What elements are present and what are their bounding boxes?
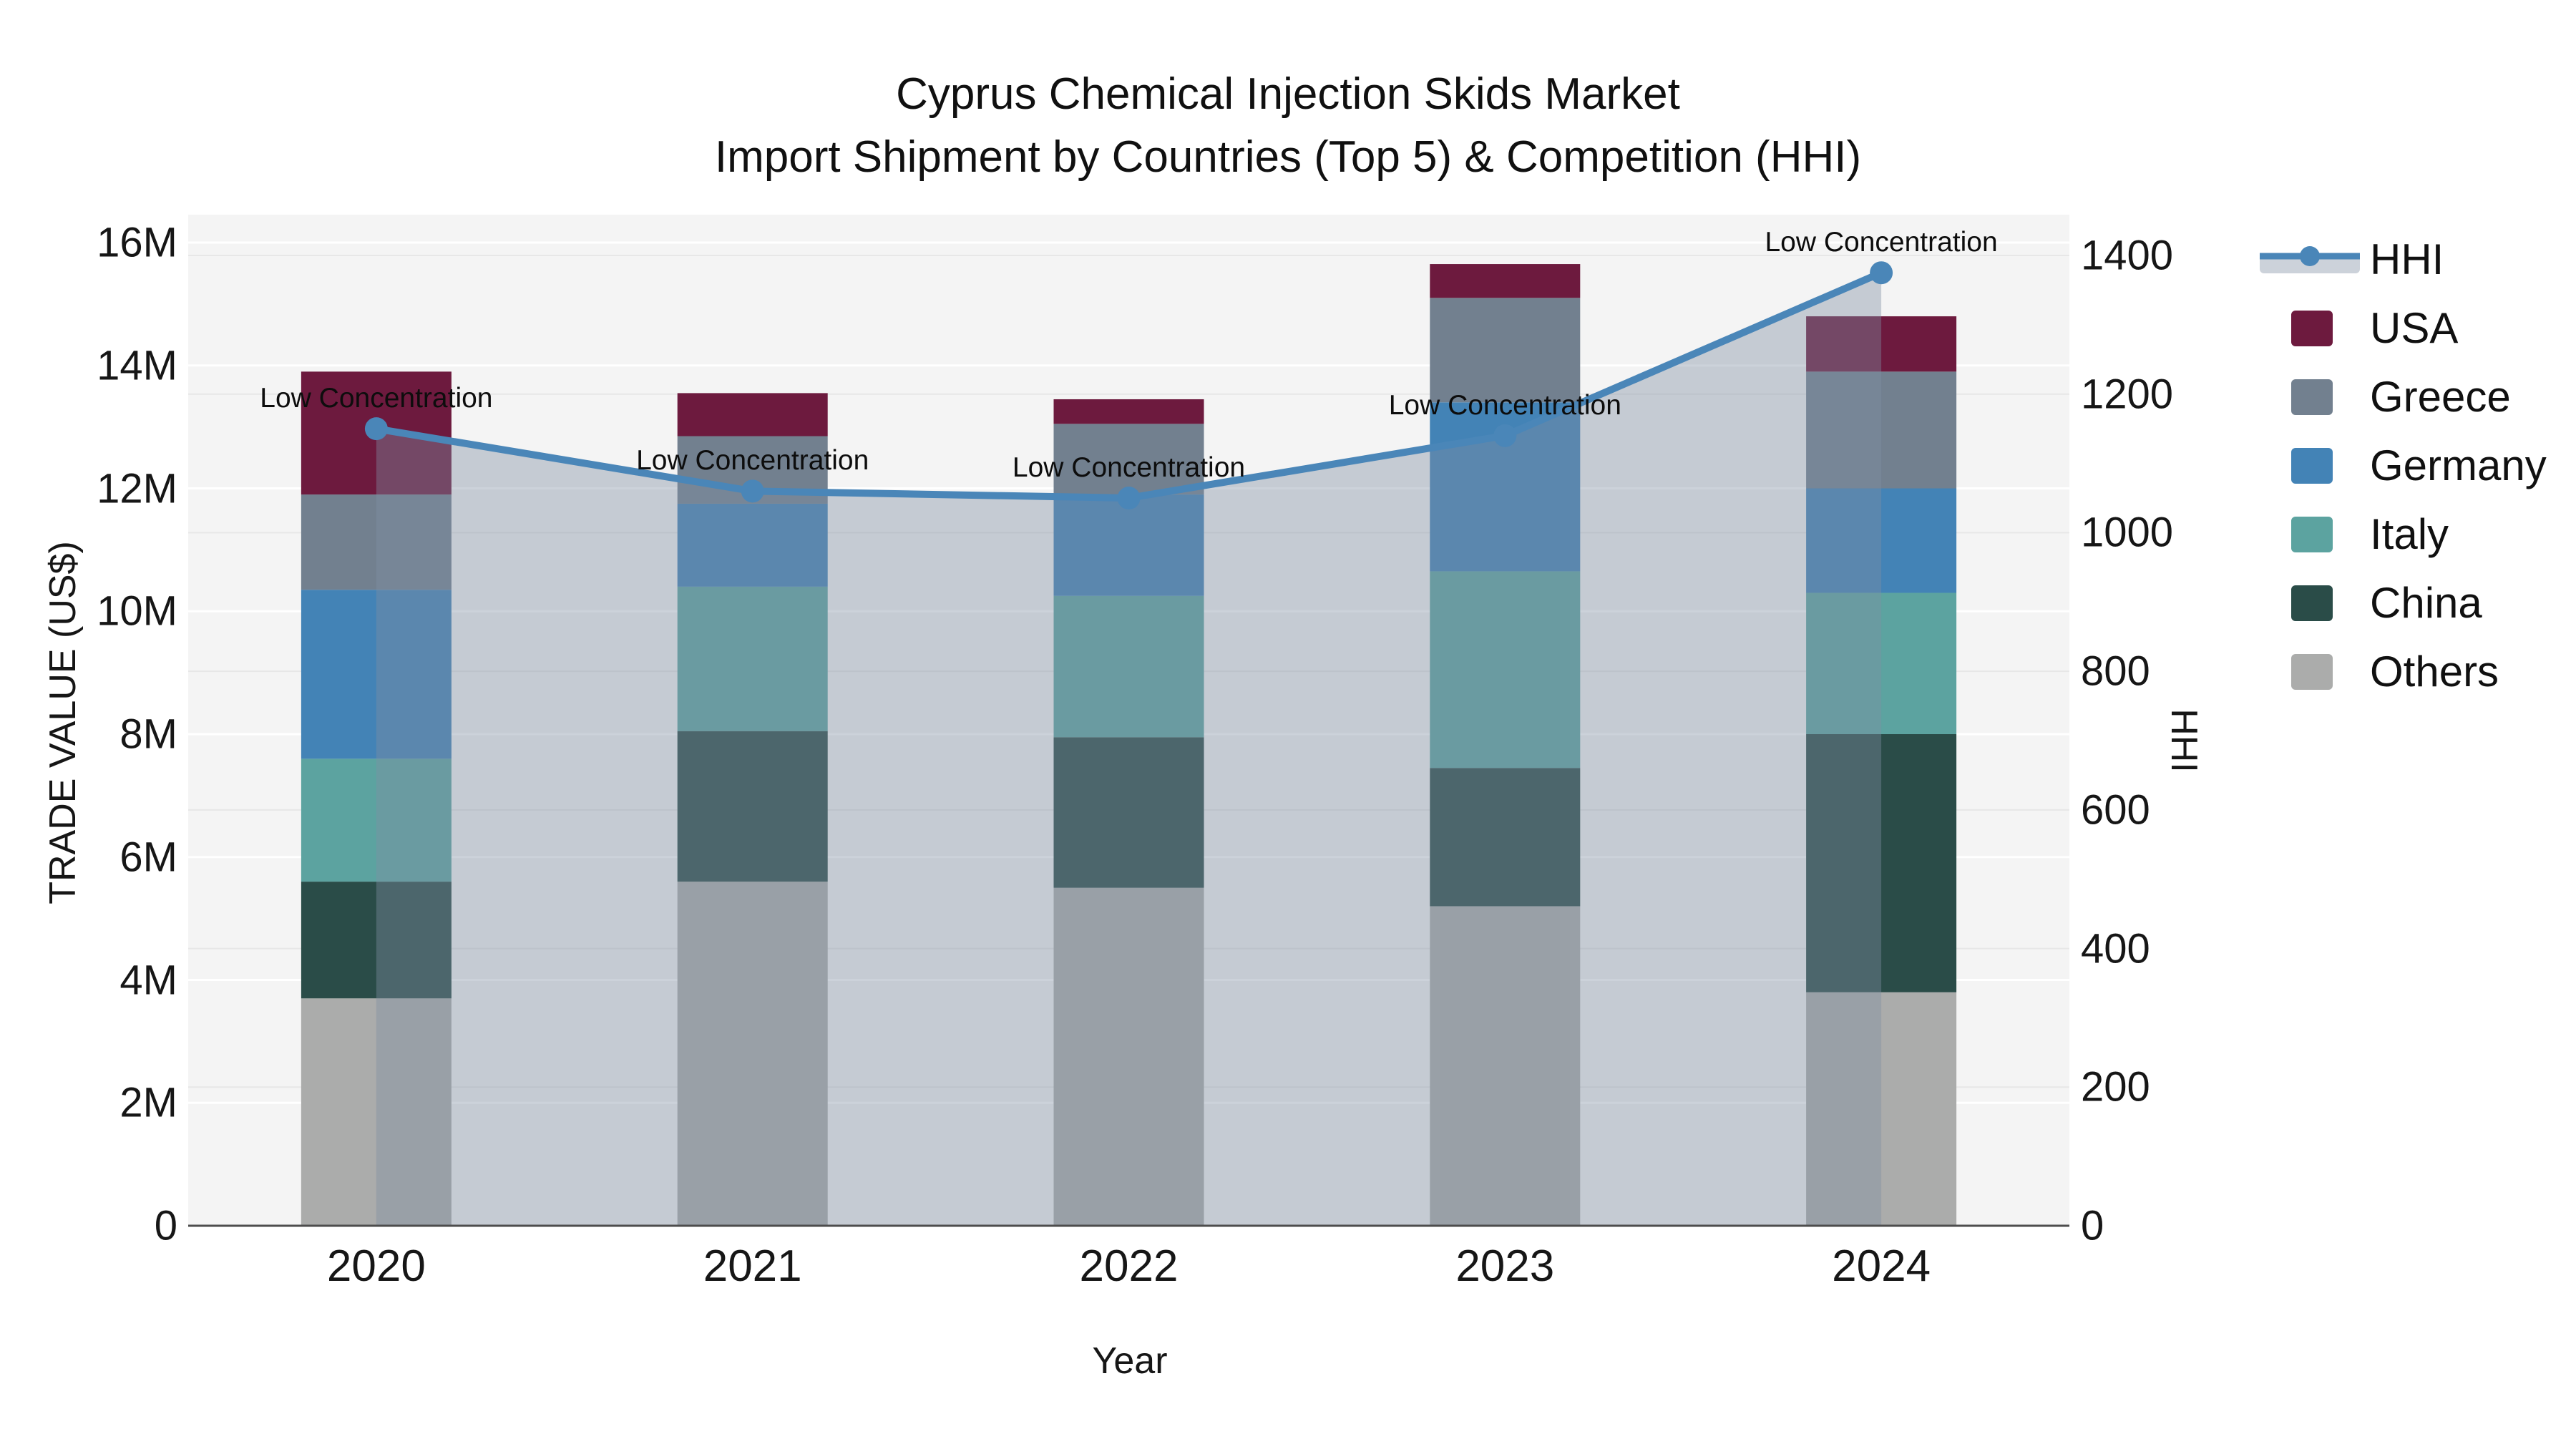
x-axis-title: Year [1092,1340,1168,1382]
left-axis-tick-0: 0 [154,1202,177,1249]
bar-segment-greece-2020[interactable] [301,494,452,590]
bar-segment-germany-2022[interactable] [1053,494,1204,596]
bar-segment-usa-2024[interactable] [1806,316,1957,372]
x-axis-tick-2023: 2023 [1455,1241,1555,1291]
annotation-2023: Low Concentration [1388,389,1621,421]
legend-label-germany: Germany [2370,441,2547,489]
right-axis-tick-200: 200 [2081,1063,2150,1111]
legend-item-china[interactable]: China [2254,580,2569,627]
hhi-line-icon [2260,242,2360,278]
bar-segment-usa-2023[interactable] [1430,264,1581,298]
bar-segment-italy-2021[interactable] [677,586,828,731]
legend-swatch-greece [2291,379,2333,415]
legend-label-hhi: HHI [2370,235,2444,283]
bar-segment-china-2022[interactable] [1053,737,1204,888]
legend-label-italy: Italy [2370,510,2449,558]
bar-segment-italy-2024[interactable] [1806,592,1957,734]
legend-swatch-china [2291,585,2333,621]
legend-swatch-others [2291,654,2333,690]
right-axis-title: HHI [2163,708,2205,773]
right-axis-tick-1000: 1000 [2081,509,2174,556]
hhi-marker-2021[interactable] [741,479,764,503]
legend-label-greece: Greece [2370,373,2511,421]
bar-segment-china-2021[interactable] [677,731,828,882]
legend-label-usa: USA [2370,304,2459,352]
left-axis-tick-10M: 10M [97,587,177,635]
left-axis-tick-16M: 16M [97,219,177,266]
legend-item-italy[interactable]: Italy [2254,511,2569,558]
left-axis-tick-2M: 2M [119,1079,177,1126]
x-axis-tick-2024: 2024 [1832,1241,1931,1291]
annotation-2022: Low Concentration [1012,452,1246,483]
legend-item-hhi[interactable]: HHI [2254,236,2569,283]
bar-segment-greece-2023[interactable] [1430,298,1581,403]
hhi-marker-2022[interactable] [1117,487,1141,509]
right-axis-tick-400: 400 [2081,925,2150,972]
chart-title-line2: Import Shipment by Countries (Top 5) & C… [714,132,1862,182]
left-axis-tick-14M: 14M [97,342,177,389]
left-axis-tick-4M: 4M [119,957,177,1003]
bar-segment-italy-2020[interactable] [301,758,452,882]
left-axis-tick-6M: 6M [119,834,177,881]
right-axis-tick-1400: 1400 [2081,232,2174,279]
legend-swatch-germany [2291,448,2333,484]
legend-label-others: Others [2370,648,2499,696]
legend-item-others[interactable]: Others [2254,648,2569,696]
bar-segment-italy-2023[interactable] [1430,571,1581,769]
annotation-2021: Low Concentration [636,445,869,477]
bar-segment-others-2024[interactable] [1806,992,1957,1226]
legend-item-greece[interactable]: Greece [2254,374,2569,421]
hhi-marker-2024[interactable] [1870,261,1893,285]
bar-segment-greece-2024[interactable] [1806,371,1957,489]
hhi-area-fill [376,273,1882,1226]
hhi-marker-2020[interactable] [364,417,388,441]
legend-swatch-italy [2291,517,2333,552]
bar-segment-usa-2021[interactable] [677,393,828,436]
legend-item-germany[interactable]: Germany [2254,442,2569,489]
bar-segment-italy-2022[interactable] [1053,595,1204,738]
right-axis-tick-800: 800 [2081,648,2150,695]
annotation-2020: Low Concentration [260,383,493,414]
bar-segment-others-2022[interactable] [1053,887,1204,1226]
x-axis-tick-2020: 2020 [326,1241,426,1291]
x-axis-tick-2021: 2021 [703,1241,802,1291]
bar-segment-germany-2024[interactable] [1806,488,1957,593]
bar-segment-china-2024[interactable] [1806,734,1957,992]
bar-segment-usa-2022[interactable] [1053,399,1204,424]
bar-segment-others-2021[interactable] [677,882,828,1226]
right-axis-tick-1200: 1200 [2081,371,2174,418]
legend-swatch-usa [2291,311,2333,346]
bar-segment-greece-2022[interactable] [1053,424,1204,495]
annotation-2024: Low Concentration [1765,227,1998,258]
right-axis-tick-0: 0 [2081,1202,2104,1249]
legend-label-china: China [2370,579,2482,627]
left-axis-tick-12M: 12M [97,465,177,512]
left-axis-tick-8M: 8M [119,711,177,758]
legend-item-usa[interactable]: USA [2254,305,2569,352]
chart-title-line1: Cyprus Chemical Injection Skids Market [896,69,1680,119]
right-axis-tick-600: 600 [2081,786,2150,834]
bar-segment-germany-2021[interactable] [677,503,828,587]
bar-segment-others-2023[interactable] [1430,906,1581,1226]
x-axis-tick-2022: 2022 [1079,1241,1179,1291]
bar-segment-china-2023[interactable] [1430,768,1581,907]
bar-segment-china-2020[interactable] [301,882,452,999]
hhi-marker-2023[interactable] [1493,424,1517,447]
bar-segment-germany-2020[interactable] [301,590,452,759]
bar-segment-others-2020[interactable] [301,998,452,1226]
